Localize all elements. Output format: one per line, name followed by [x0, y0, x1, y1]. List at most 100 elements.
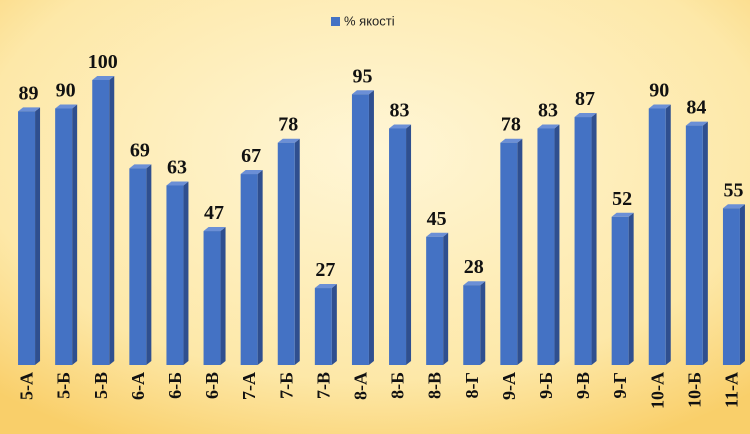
x-tick-label: 5-А	[17, 372, 37, 400]
x-tick-label: 7-А	[239, 372, 259, 400]
x-tick-label: 9-Б	[536, 372, 556, 399]
x-tick-label: 9-Г	[610, 372, 630, 398]
bar-top	[722, 204, 745, 209]
data-label: 69	[130, 139, 150, 161]
x-tick-label: 8-А	[350, 372, 370, 400]
x-tick-label: 7-В	[313, 372, 333, 399]
x-tick-label: 8-В	[425, 372, 445, 399]
data-label: 89	[19, 82, 39, 104]
bar	[685, 121, 708, 365]
bar-top	[314, 284, 337, 289]
bar	[722, 204, 745, 365]
bar-front	[314, 288, 332, 365]
x-tick-label: 6-Б	[165, 372, 185, 399]
bar-front	[55, 108, 73, 365]
bar-top	[166, 181, 189, 186]
bar-side	[109, 76, 115, 365]
data-label: 45	[427, 208, 447, 230]
bar-front	[18, 111, 36, 365]
bar-top	[55, 104, 78, 109]
bar	[648, 104, 671, 365]
bar-side	[294, 138, 300, 365]
bar	[92, 76, 115, 365]
bar-front	[166, 185, 184, 365]
bar	[426, 232, 449, 365]
bar-top	[611, 212, 634, 217]
bar-side	[739, 204, 745, 365]
bar-top	[129, 164, 152, 169]
bar	[500, 138, 523, 365]
x-tick-label: 7-Б	[276, 372, 296, 399]
bar-side	[368, 90, 374, 365]
bar-front	[648, 108, 666, 365]
bar	[537, 124, 560, 365]
bar-side	[35, 107, 41, 365]
data-label: 90	[649, 80, 669, 102]
bar-top	[351, 90, 374, 95]
bar-side	[517, 138, 523, 365]
bar-front	[574, 117, 592, 365]
data-label: 52	[612, 188, 632, 210]
legend-swatch	[331, 17, 340, 26]
data-label: 83	[390, 99, 410, 121]
data-label: 78	[501, 114, 521, 136]
bar	[314, 284, 337, 365]
bar-side	[72, 104, 78, 365]
bar-front	[240, 174, 258, 365]
bar-side	[443, 232, 449, 365]
bar	[277, 138, 300, 365]
bar-front	[129, 168, 147, 365]
x-tick-label: 6-А	[128, 372, 148, 400]
x-tick-label: 9-А	[499, 372, 519, 400]
bar-side	[146, 164, 152, 365]
bar-top	[92, 76, 115, 80]
bar-top	[240, 170, 263, 175]
bar	[574, 113, 597, 365]
data-label: 90	[56, 80, 76, 102]
bar-side	[257, 170, 263, 365]
bar	[55, 104, 78, 365]
bar-front	[351, 94, 369, 365]
bar-top	[389, 124, 412, 129]
bar-side	[628, 212, 634, 365]
bar-side	[480, 281, 486, 365]
bar-front	[722, 208, 740, 365]
data-label: 27	[315, 259, 335, 281]
bar-top	[648, 104, 671, 109]
bar	[351, 90, 374, 365]
x-tick-label: 8-Г	[462, 372, 482, 398]
bar-top	[426, 232, 449, 237]
legend-label: % якості	[344, 13, 395, 28]
bar	[611, 212, 634, 365]
bar-top	[685, 121, 708, 126]
bar	[166, 181, 189, 365]
bar-front	[611, 216, 629, 365]
bar-front	[500, 142, 518, 365]
data-label: 55	[723, 179, 743, 201]
bar	[240, 170, 263, 365]
data-label: 95	[352, 65, 372, 87]
data-label: 84	[686, 97, 706, 119]
x-tick-label: 9-В	[573, 372, 593, 399]
data-label: 78	[278, 114, 298, 136]
x-tick-label: 5-В	[91, 372, 111, 399]
bar	[389, 124, 412, 365]
bar-side	[665, 104, 671, 365]
bar-front	[426, 236, 444, 365]
bar-front	[537, 128, 555, 365]
bar-top	[277, 138, 300, 143]
bar-front	[92, 80, 110, 365]
x-tick-label: 10-Б	[684, 372, 704, 408]
bar-front	[203, 231, 221, 365]
bar-top	[463, 281, 486, 286]
bar	[463, 281, 486, 365]
x-tick-label: 5-Б	[54, 372, 74, 399]
data-label: 28	[464, 256, 484, 278]
bar	[129, 164, 152, 365]
bar-top	[537, 124, 560, 129]
bar-front	[463, 285, 481, 365]
bar	[203, 227, 226, 365]
x-tick-label: 10-А	[647, 372, 667, 409]
bar-side	[183, 181, 189, 365]
